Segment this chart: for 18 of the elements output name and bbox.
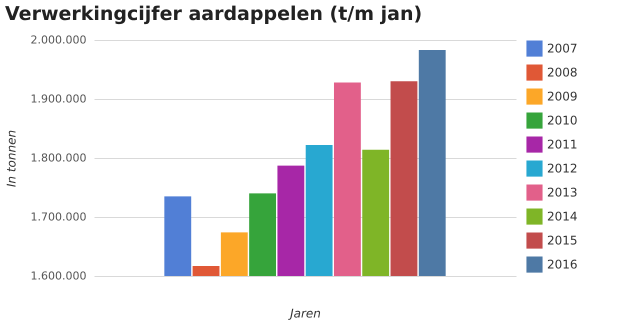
chart-title: Verwerkingcijfer aardappelen (t/m jan) (5, 3, 422, 25)
legend-label: 2013 (547, 186, 578, 200)
x-axis-title: Jaren (288, 306, 321, 320)
legend-label: 2008 (547, 66, 578, 80)
legend-label: 2007 (547, 42, 578, 56)
legend-label: 2015 (547, 234, 578, 248)
y-tick-label: 1.700.000 (30, 210, 86, 224)
y-tick-label: 1.900.000 (30, 92, 86, 106)
y-tick-label: 1.800.000 (30, 152, 86, 164)
legend-label: 2016 (547, 258, 578, 272)
legend-label: 2011 (547, 138, 578, 152)
legend-label: 2012 (547, 162, 578, 176)
y-tick-label: 1.600.000 (30, 270, 86, 282)
legend-label: 2014 (547, 210, 578, 224)
legend-label: 2010 (547, 114, 578, 128)
y-tick-label: 2.000.000 (30, 34, 86, 46)
y-axis-title: In tonnen (4, 130, 19, 188)
legend-label: 2009 (547, 90, 578, 104)
